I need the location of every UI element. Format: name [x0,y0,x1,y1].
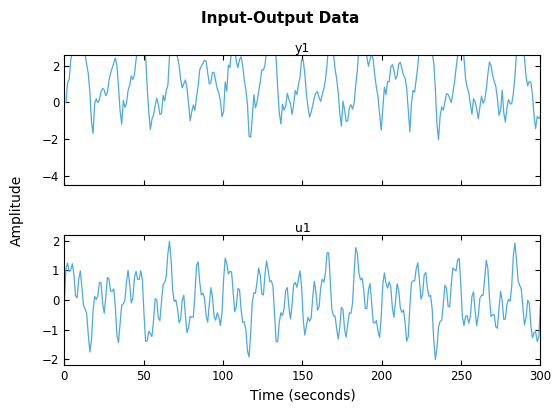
Title: y1: y1 [295,42,310,55]
X-axis label: Time (seconds): Time (seconds) [250,389,355,403]
Title: u1: u1 [295,222,310,235]
Text: Amplitude: Amplitude [10,174,24,246]
Text: Input-Output Data: Input-Output Data [201,10,359,26]
